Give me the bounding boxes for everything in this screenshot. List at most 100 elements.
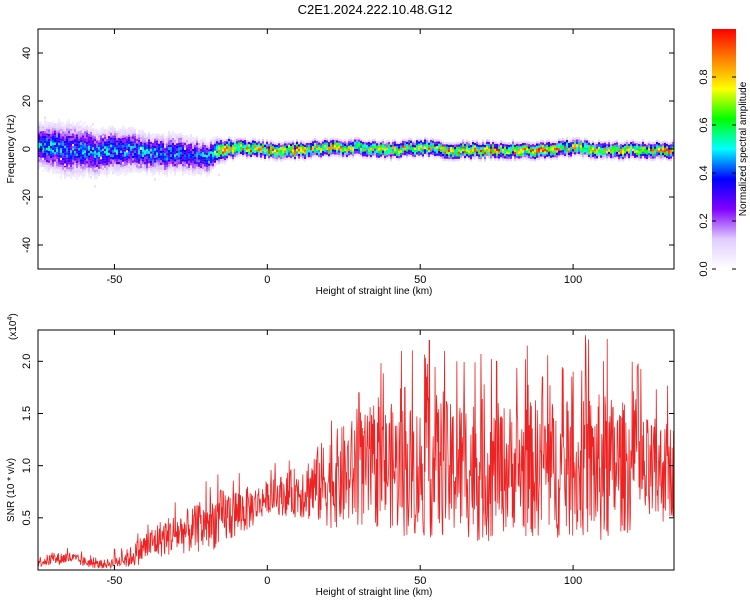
spectrogram-cell [46,167,48,170]
spectrogram-cell [162,167,164,170]
spectrogram-cell [280,144,282,148]
spectrogram-cell [360,155,362,158]
spectrogram-cell [186,147,188,150]
spectrogram-cell [472,142,474,145]
spectrogram-cell [512,153,514,156]
spectrogram-cell [82,164,84,167]
spectrogram-cell [164,158,166,161]
spectrogram-cell [166,174,168,177]
spectrogram-cell [214,141,216,144]
spectrogram-cell [534,142,536,145]
spectrogram-cell [152,173,154,177]
spectrogram-cell [110,137,112,140]
spectrogram-cell [156,133,158,136]
spectrogram-cell [190,160,192,163]
spectrogram-cell [544,156,546,159]
spectrogram-cell [384,158,386,161]
spectrogram-cell [186,166,188,169]
spectrogram-cell [192,168,194,171]
spectrogram-cell [312,146,314,149]
spectrogram-cell [226,155,228,159]
spectrogram-cell [132,150,134,154]
spectrogram-cell [102,136,104,139]
spectrogram-cell [450,151,452,155]
spectrogram-cell [122,135,124,138]
spectrogram-cell [420,147,422,150]
spectrogram-cell [380,139,382,143]
spectrogram-cell [582,142,584,145]
spectrogram-cell [190,150,192,154]
spectrogram-cell [658,140,660,143]
spectrogram-cell [402,152,404,156]
spectrogram-cell [70,128,72,132]
spectrogram-cell [108,169,110,172]
spectrogram-cell [484,152,486,155]
spectrogram-cell [198,154,200,158]
spectrogram-cell [52,142,54,146]
spectrogram-cell [82,135,84,138]
spectrogram-cell [374,153,376,156]
spectrogram-cell [132,155,134,159]
spectrogram-cell [108,136,110,139]
spectrogram-cell [128,168,130,171]
spectrogram-cell [422,139,424,143]
spectrogram-cell [522,147,524,151]
spectrogram-cell [290,155,292,158]
spectrogram-cell [190,167,192,171]
spectrogram-cell [548,156,550,159]
spectrogram-cell [276,144,278,148]
spectrogram-cell [146,134,148,138]
spectrogram-cell [180,154,182,157]
spectrogram-cell [438,143,440,147]
spectrogram-cell [166,162,168,165]
spectrogram-cell [496,150,498,154]
spectrogram-cell [124,139,126,142]
spectrogram-cell [360,147,362,151]
spectrogram-cell [558,141,560,144]
spectrogram-cell [118,154,120,157]
spectrogram-cell [474,140,476,143]
spectrogram-cell [84,128,86,132]
spectrogram-cell [220,156,222,159]
spectrogram-cell [354,153,356,157]
spectrogram-cell [132,126,134,130]
spectrogram-cell [164,141,166,144]
spectrogram-cell [418,141,420,144]
spectrogram-cell [124,132,126,135]
spectrogram-cell [42,128,44,131]
spectrogram-cell [154,155,156,158]
spectrogram-cell [440,147,442,150]
spectrogram-cell [408,140,410,143]
spectrogram-cell [138,154,140,157]
spectrogram-cell [208,156,210,159]
spectrogram-cell [104,143,106,147]
spectrogram-cell [328,139,330,142]
spectrogram-cell [144,135,146,138]
spectrogram-cell [390,159,392,162]
spectrogram-cell [610,155,612,159]
spectrogram-cell [214,160,216,163]
spectrogram-cell [384,143,386,147]
spectrogram-cell [594,149,596,152]
spectrogram-cell [432,140,434,143]
spectrogram-cell [596,156,598,159]
spectrogram-cell [178,159,180,162]
spectrogram-cell [106,150,108,154]
spectrogram-cell [538,155,540,158]
spectrogram-cell [214,143,216,146]
spectrogram-cell [116,157,118,160]
spectrogram-cell [478,142,480,145]
spectrogram-cell [360,152,362,156]
spectrogram-cell [362,146,364,150]
spectrogram-cell [126,162,128,165]
spectrogram-cell [212,156,214,160]
spectrogram-cell [348,155,350,158]
spectrogram-cell [318,152,320,155]
spectrogram-cell [348,141,350,144]
spectrogram-cell [564,139,566,142]
spectrogram-cell [668,156,670,160]
spectrogram-cell [372,141,374,144]
spectrogram-cell [540,139,542,143]
spectrogram-cell [656,142,658,145]
spectrogram-cell [450,154,452,157]
